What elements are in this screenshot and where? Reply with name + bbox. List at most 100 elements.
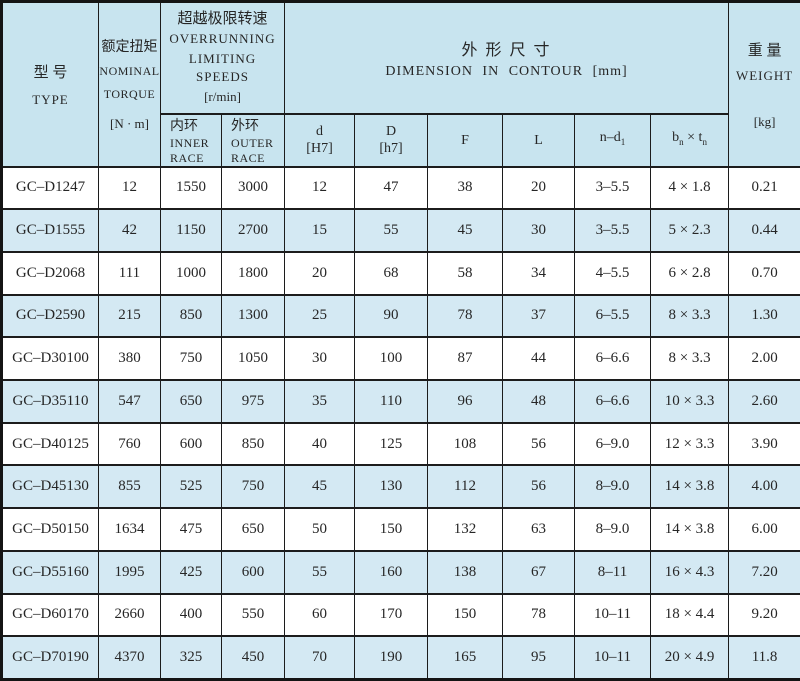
cell-nd1: 10–11 [574, 635, 652, 681]
type-label-en: TYPE [32, 91, 69, 107]
cell-outer: 750 [220, 464, 286, 510]
weight-unit: [kg] [753, 113, 776, 129]
cell-inner: 1150 [160, 208, 222, 253]
cell-bt: 16 × 4.3 [650, 549, 730, 595]
table-row: GC–D2590 215 850 1300 25 90 78 37 6–5.5 8 × 3.3 1.… [1, 293, 800, 339]
D-label: D [385, 124, 397, 139]
cell-weight: 1.30 [728, 293, 800, 339]
cell-L: 56 [502, 464, 576, 510]
cell-bt: 8 × 3.3 [650, 293, 730, 339]
cell-d: 30 [284, 336, 356, 382]
cell-inner: 525 [160, 464, 222, 510]
dimension-label-zh: 外 形 尺 寸 [461, 41, 552, 59]
cell-D: 190 [354, 635, 429, 681]
torque-unit: [N · m] [110, 116, 149, 132]
cell-d: 55 [284, 549, 356, 595]
cell-d: 45 [284, 464, 356, 510]
speeds-label-en1: OVERRUNNING [169, 30, 276, 46]
torque-label-zh: 额定扭矩 [101, 40, 158, 56]
table-row: GC–D60170 2660 400 550 60 170 150 78 10–11 18 × 4… [1, 592, 800, 638]
col-header-F: F [427, 112, 504, 168]
L-label: L [534, 132, 543, 148]
cell-F: 108 [427, 421, 504, 467]
cell-weight: 0.44 [728, 208, 800, 253]
cell-outer: 3000 [220, 165, 286, 211]
cell-F: 112 [427, 464, 504, 510]
cell-type: GC–D40125 [1, 421, 99, 467]
cell-torque: 547 [98, 379, 161, 424]
cell-d: 15 [284, 208, 356, 253]
cell-F: 78 [427, 293, 504, 339]
speeds-unit: [r/min] [204, 88, 241, 104]
cell-weight: 4.00 [728, 464, 800, 510]
cell-outer: 975 [220, 379, 286, 424]
cell-torque: 42 [98, 208, 161, 253]
cell-L: 20 [502, 165, 576, 211]
cell-bt: 5 × 2.3 [650, 208, 730, 253]
cell-d: 50 [284, 507, 356, 552]
d-label: d [316, 124, 324, 139]
cell-L: 34 [502, 250, 576, 296]
cell-weight: 0.70 [728, 250, 800, 296]
cell-nd1: 3–5.5 [574, 208, 652, 253]
cell-d: 40 [284, 421, 356, 467]
cell-inner: 400 [160, 592, 222, 638]
outer-race-en1: OUTER [231, 135, 274, 150]
bt-label: bn × tn [672, 130, 707, 147]
col-header-bt: bn × tn [650, 112, 730, 168]
inner-race-zh: 内环 [170, 118, 198, 134]
cell-weight: 6.00 [728, 507, 800, 552]
col-header-nd1: n–d1 [574, 112, 652, 168]
weight-label-en: WEIGHT [735, 67, 794, 83]
cell-inner: 650 [160, 379, 222, 424]
outer-race-en2: RACE [231, 150, 266, 165]
cell-d: 12 [284, 165, 356, 211]
cell-L: 67 [502, 549, 576, 595]
outer-race-zh: 外环 [231, 118, 259, 134]
weight-label-zh: 重 量 [747, 42, 782, 59]
cell-L: 78 [502, 592, 576, 638]
cell-nd1: 6–6.6 [574, 379, 652, 424]
cell-outer: 600 [220, 549, 286, 595]
cell-torque: 855 [98, 464, 161, 510]
table-row: GC–D45130 855 525 750 45 130 112 56 8–9.0 14 × 3.… [1, 464, 800, 510]
cell-weight: 2.00 [728, 336, 800, 382]
table-row: GC–D30100 380 750 1050 30 100 87 44 6–6.6 8 × 3.3… [1, 336, 800, 382]
cell-type: GC–D55160 [1, 549, 99, 595]
cell-outer: 1800 [220, 250, 286, 296]
cell-bt: 6 × 2.8 [650, 250, 730, 296]
table-body: GC–D1247 12 1550 3000 12 47 38 20 3–5.5 4 × 1.8 0.… [1, 165, 800, 681]
table-row: GC–D55160 1995 425 600 55 160 138 67 8–11 16 × 4.… [1, 549, 800, 595]
cell-inner: 600 [160, 421, 222, 467]
cell-inner: 750 [160, 336, 222, 382]
col-header-type: 型 号 TYPE [1, 0, 99, 168]
cell-torque: 12 [98, 165, 161, 211]
cell-bt: 10 × 3.3 [650, 379, 730, 424]
cell-type: GC–D70190 [1, 635, 99, 681]
torque-label-en1: NOMINAL [99, 64, 160, 79]
table-row: GC–D2068 111 1000 1800 20 68 58 34 4–5.5 6 × 2.8 0… [1, 250, 800, 296]
cell-D: 125 [354, 421, 429, 467]
cell-F: 96 [427, 379, 504, 424]
cell-type: GC–D35110 [1, 379, 99, 424]
cell-outer: 450 [220, 635, 286, 681]
cell-type: GC–D2590 [1, 293, 99, 339]
cell-outer: 550 [220, 592, 286, 638]
cell-type: GC–D30100 [1, 336, 99, 382]
cell-F: 87 [427, 336, 504, 382]
cell-d: 60 [284, 592, 356, 638]
cell-D: 47 [354, 165, 429, 211]
cell-D: 55 [354, 208, 429, 253]
table-row: GC–D70190 4370 325 450 70 190 165 95 10–11 20 × 4… [1, 635, 800, 681]
cell-L: 30 [502, 208, 576, 253]
cell-inner: 850 [160, 293, 222, 339]
cell-bt: 14 × 3.8 [650, 507, 730, 552]
col-header-speeds: 超越极限转速 OVERRUNNING LIMITING SPEEDS [r/mi… [159, 0, 286, 115]
cell-outer: 2700 [220, 208, 286, 253]
cell-d: 20 [284, 250, 356, 296]
cell-L: 37 [502, 293, 576, 339]
cell-D: 130 [354, 464, 429, 510]
cell-outer: 1300 [220, 293, 286, 339]
cell-nd1: 8–9.0 [574, 507, 652, 552]
cell-bt: 18 × 4.4 [650, 592, 730, 638]
